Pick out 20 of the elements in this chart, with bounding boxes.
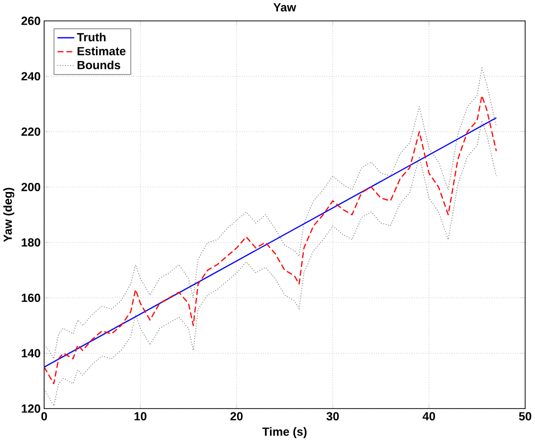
x-axis-title: Time (s): [262, 426, 307, 438]
y-tick-label: 220: [21, 127, 40, 136]
y-tick-label: 160: [22, 293, 40, 302]
y-tick-label: 260: [21, 16, 40, 25]
y-tick-label: 120: [22, 404, 40, 413]
y-tick-label: 140: [22, 348, 40, 358]
x-tick-label: 50: [519, 412, 532, 420]
x-tick-label: 30: [326, 412, 339, 420]
y-axis-title: Yaw (deg): [3, 188, 14, 242]
y-tick-label: 200: [21, 182, 40, 191]
y-tick-label: 240: [21, 72, 40, 80]
x-tick-label: 0: [41, 412, 47, 420]
x-tick-label: 20: [230, 412, 243, 420]
legend-label: Bounds: [78, 60, 120, 70]
y-tick-label: 180: [22, 238, 40, 246]
legend-label: Estimate: [78, 46, 126, 56]
x-tick-label: 40: [422, 412, 436, 420]
x-tick-label: 10: [134, 412, 146, 420]
chart-title: Yaw: [273, 3, 296, 12]
legend-label: Truth: [76, 32, 106, 42]
